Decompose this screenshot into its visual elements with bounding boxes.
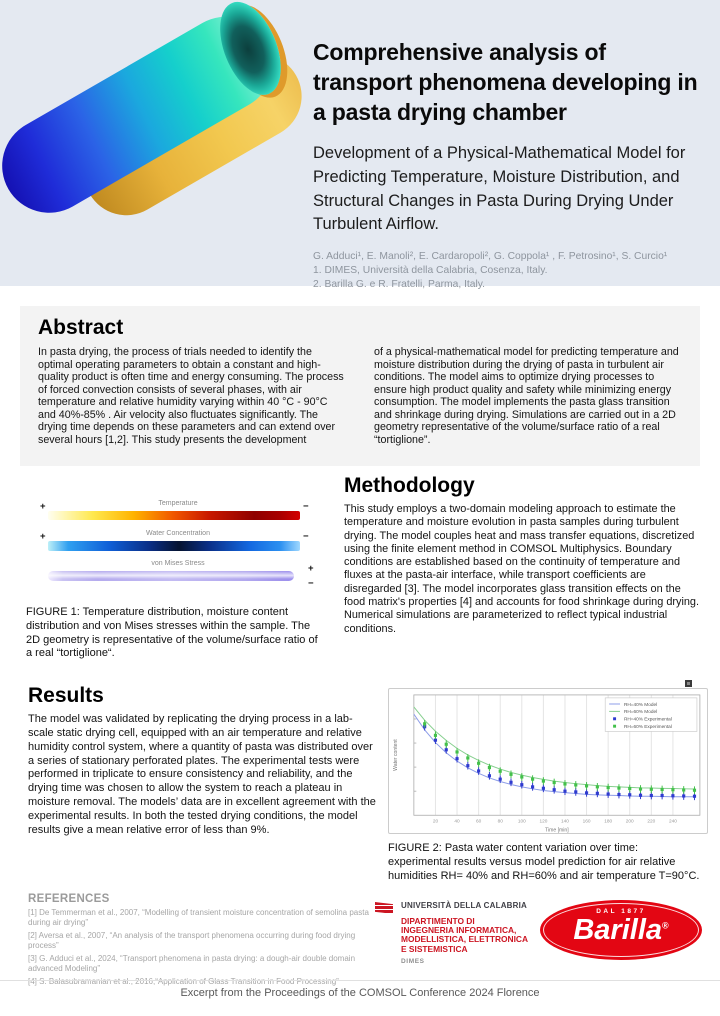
temperature-colorbar-label: Temperature [158, 500, 198, 507]
unical-logo: UNIVERSITÀ DELLA CALABRIA DIPARTIMENTO D… [375, 901, 540, 965]
pasta-tube [0, 0, 310, 286]
von-mises-colorbar-label: von Mises Stress [151, 560, 205, 567]
plus-sign: + [40, 531, 46, 542]
svg-text:RH=60% Model: RH=60% Model [624, 709, 657, 715]
plus-sign: + [40, 501, 46, 512]
reference-item: [4] S. Balasubramanian et al., 2016,“App… [28, 977, 339, 987]
svg-text:120: 120 [539, 819, 547, 825]
unical-dept-line: INGEGNERIA INFORMATICA, [401, 925, 517, 936]
abstract-section: Abstract In pasta drying, the process of… [20, 306, 700, 466]
minus-sign: − [308, 578, 314, 589]
svg-text:80: 80 [498, 819, 504, 825]
abstract-heading: Abstract [38, 316, 124, 339]
temperature-colorbar [48, 511, 300, 520]
header-text: Comprehensive analysis of transport phen… [313, 38, 708, 290]
figure2-chart: 20 40 60 80 100 120 140 160 180 200 220 240 Time [mi… [393, 694, 701, 834]
svg-text:RH=40% Model: RH=40% Model [624, 702, 657, 708]
figure2-caption: FIGURE 2: Pasta water content variation … [388, 842, 700, 882]
water-colorbar-label: Water Concentration [146, 530, 210, 537]
minus-sign: − [303, 531, 309, 542]
poster-title: Comprehensive analysis of transport phen… [313, 39, 698, 125]
reference-item: [1] De Temmerman et al., 2007, “Modellin… [28, 907, 369, 927]
svg-text:60: 60 [476, 819, 482, 825]
svg-text:160: 160 [583, 819, 591, 825]
unical-dept-line: MODELLISTICA, ELETTRONICA [401, 934, 529, 945]
svg-text:200: 200 [626, 819, 634, 825]
figure1: Temperature + − Water Concentration + − … [20, 500, 336, 676]
references-section: REFERENCES [1] De Temmerman et al., 2007… [28, 893, 373, 988]
unical-dept-line: E SISTEMISTICA [401, 943, 468, 954]
water-concentration-colorbar [48, 541, 300, 551]
unical-university-name: UNIVERSITÀ DELLA CALABRIA [401, 901, 528, 910]
results-section: Results The model was validated by repli… [28, 684, 376, 838]
methodology-body: This study employs a two-domain modeling… [344, 503, 700, 635]
svg-text:Time [min]: Time [min] [545, 828, 569, 833]
results-body: The model was validated by replicating t… [28, 713, 376, 836]
poster-subtitle: Development of a Physical-Mathematical M… [313, 143, 686, 234]
figure1-caption: FIGURE 1: Temperature distribution, mois… [26, 606, 318, 660]
svg-text:180: 180 [604, 819, 612, 825]
abstract-columns: In pasta drying, the process of trials n… [38, 346, 682, 446]
barilla-logo: DAL 1877 Barilla® [540, 900, 702, 960]
affiliation-2: 2. Barilla G. e R. Fratelli, Parma, Ital… [313, 279, 486, 291]
plus-sign: + [308, 563, 314, 574]
svg-text:140: 140 [561, 819, 569, 825]
references-heading: REFERENCES [28, 893, 110, 905]
figure2-corner-icon [685, 680, 692, 687]
svg-text:20: 20 [433, 819, 439, 825]
unical-department: DIPARTIMENTO DI INGEGNERIA INFORMATICA, … [401, 916, 540, 954]
reference-item: [3] G. Adduci et al., 2024, “Transport p… [28, 954, 356, 974]
svg-text:100: 100 [518, 819, 526, 825]
unical-dept-line: DIPARTIMENTO DI [401, 916, 475, 926]
svg-text:RH=60% Experimental: RH=60% Experimental [624, 724, 672, 730]
reference-item: [2] Aversa et al., 2007, “An analysis of… [28, 930, 356, 951]
unical-dimes-abbr: DIMES [401, 957, 425, 965]
svg-text:220: 220 [647, 819, 655, 825]
svg-text:40: 40 [454, 819, 460, 825]
methodology-section: Methodology This study employs a two-dom… [344, 474, 702, 636]
minus-sign: − [303, 501, 309, 512]
footer-credit: Excerpt from the Proceedings of the COMS… [0, 980, 720, 999]
svg-text:Water content: Water content [393, 739, 399, 771]
barilla-inner-ring [543, 903, 699, 957]
figure2: 20 40 60 80 100 120 140 160 180 200 220 240 Time [mi… [388, 680, 708, 883]
pasta-3d-render [0, 0, 310, 286]
unical-flag-icon [375, 902, 393, 914]
methodology-heading: Methodology [344, 474, 475, 497]
abstract-column-right: of a physical-mathematical model for pre… [374, 346, 679, 446]
abstract-column-left: In pasta drying, the process of trials n… [38, 346, 344, 446]
svg-text:240: 240 [669, 819, 677, 825]
header: Comprehensive analysis of transport phen… [0, 0, 720, 290]
authors-line: G. Adduci¹, E. Manoli², E. Cardaropoli²,… [313, 251, 668, 263]
results-heading: Results [28, 684, 104, 707]
svg-text:RH=40% Experimental: RH=40% Experimental [624, 717, 672, 723]
affiliation-1: 1. DIMES, Università della Calabria, Cos… [313, 265, 548, 277]
figure2-chart-frame: 20 40 60 80 100 120 140 160 180 200 220 240 Time [mi… [388, 688, 708, 834]
von-mises-stress-colorbar [48, 571, 294, 581]
